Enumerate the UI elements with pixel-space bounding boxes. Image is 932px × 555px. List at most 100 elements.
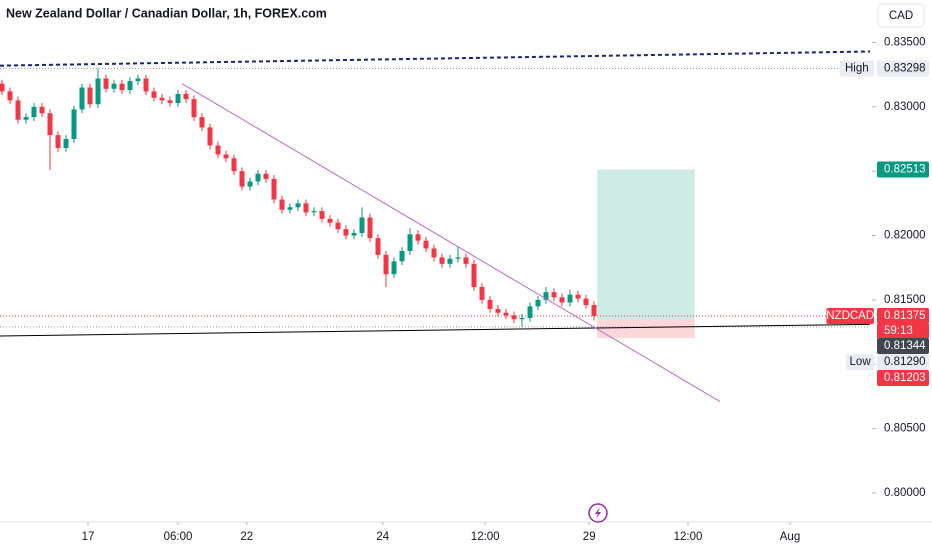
- y-tick-label: 0.81500: [884, 294, 926, 306]
- chart-title: New Zealand Dollar / Canadian Dollar, 1h…: [6, 6, 327, 20]
- x-tick-label: Aug: [780, 531, 800, 543]
- countdown-box: [877, 323, 929, 338]
- candle-body: [279, 199, 285, 210]
- candle-body: [23, 117, 29, 120]
- candle-body: [231, 158, 237, 172]
- price-marker-label: 0.81375: [884, 310, 926, 322]
- candle-body: [87, 87, 93, 105]
- candle-body: [111, 83, 117, 89]
- candle-body: [199, 117, 205, 128]
- candle-body: [527, 306, 533, 318]
- x-tick-label: 29: [583, 531, 596, 543]
- price-marker-label: 0.81344: [884, 340, 926, 352]
- y-tick-label: 0.83000: [884, 101, 926, 113]
- y-tick-label: 0.80500: [884, 423, 926, 435]
- candle-body: [159, 97, 165, 101]
- replay-icon[interactable]: [588, 503, 608, 523]
- candle-body: [375, 238, 381, 255]
- x-tick-label: 06:00: [164, 531, 193, 543]
- price-marker-name-box: [846, 353, 874, 370]
- price-marker-name: NZDCAD: [826, 310, 874, 322]
- price-marker-name: Low: [850, 356, 872, 368]
- price-marker-label: 0.82513: [884, 164, 926, 176]
- candle-body: [47, 113, 53, 136]
- candle-body: [7, 91, 13, 101]
- candle-body: [503, 312, 509, 316]
- candle-body: [351, 232, 357, 236]
- candle-body: [519, 317, 525, 320]
- candle-body: [455, 257, 461, 259]
- price-marker: [877, 161, 929, 178]
- price-marker-label: 0.83298: [884, 63, 926, 75]
- candle-body: [143, 78, 149, 92]
- x-tick-label: 17: [82, 531, 95, 543]
- candle-body: [215, 145, 221, 155]
- price-marker: [877, 60, 929, 77]
- candle-body: [167, 100, 173, 103]
- candle-body: [535, 299, 541, 307]
- candle-body: [415, 234, 421, 241]
- candle-body: [583, 298, 589, 306]
- currency-button-label[interactable]: CAD: [889, 10, 913, 22]
- candle-body: [511, 315, 517, 320]
- candle-body: [383, 254, 389, 275]
- price-marker: [877, 369, 929, 386]
- candle-body: [471, 263, 477, 288]
- candle-body: [399, 250, 405, 262]
- x-tick-label: 12:00: [674, 531, 703, 543]
- countdown: 59:13: [884, 325, 913, 337]
- candle-body: [359, 217, 365, 233]
- candle-body: [175, 93, 181, 103]
- candle-body: [223, 154, 229, 159]
- candle-body: [335, 222, 341, 230]
- candle-body: [271, 178, 277, 200]
- y-tick-label: 0.82000: [884, 230, 926, 242]
- candle-body: [135, 78, 141, 82]
- candle-body: [543, 292, 549, 300]
- position-target-zone: [597, 169, 695, 320]
- price-marker-name-box: [839, 60, 874, 77]
- candle-body: [151, 91, 157, 98]
- price-marker-label: 0.81203: [884, 372, 926, 384]
- candle-body: [439, 257, 445, 264]
- y-tick-label: 0.80000: [884, 487, 926, 499]
- trend-line: [0, 50, 871, 67]
- candle-body: [303, 203, 309, 213]
- candle-body: [327, 218, 333, 223]
- candle-body: [255, 173, 261, 182]
- candle-body: [31, 106, 37, 118]
- candle-body: [479, 287, 485, 300]
- candle-body: [55, 135, 61, 149]
- candle-body: [287, 207, 293, 210]
- x-tick-label: 22: [240, 531, 253, 543]
- price-marker: [877, 307, 929, 324]
- candle-body: [407, 234, 413, 251]
- price-marker-name: High: [845, 63, 869, 75]
- candle-body: [319, 211, 325, 219]
- candle-body: [447, 258, 453, 264]
- position-stop-zone: [597, 319, 695, 339]
- candle-body: [295, 203, 301, 208]
- candle-body: [495, 308, 501, 313]
- candle-body: [119, 83, 125, 91]
- candle-body: [103, 78, 109, 89]
- candle-body: [63, 139, 69, 149]
- currency-button[interactable]: [877, 3, 925, 28]
- candle-body: [343, 229, 349, 236]
- candle-body: [0, 83, 5, 92]
- price-marker: [877, 337, 929, 354]
- candle-body: [239, 171, 245, 187]
- x-tick-label: 12:00: [471, 531, 500, 543]
- candle-body: [559, 297, 565, 303]
- candle-body: [591, 305, 597, 316]
- candle-body: [15, 100, 21, 120]
- x-tick-label: 24: [376, 531, 389, 543]
- candle-body: [423, 240, 429, 249]
- candle-body: [263, 173, 269, 179]
- trend-line: [0, 323, 871, 337]
- trend-line: [181, 83, 721, 403]
- candle-body: [575, 294, 581, 299]
- candle-body: [567, 294, 573, 303]
